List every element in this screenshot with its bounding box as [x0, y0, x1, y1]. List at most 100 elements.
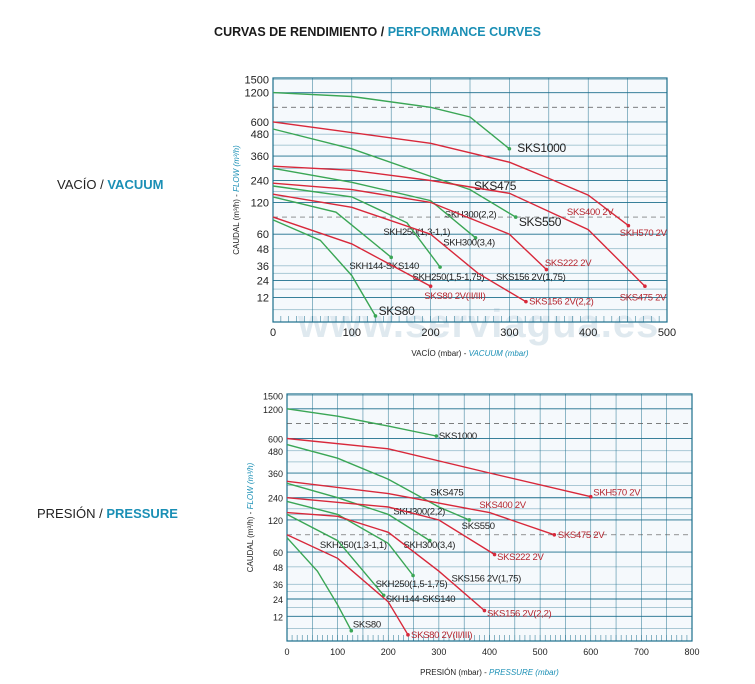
- curve-label: SKS550: [519, 215, 562, 229]
- x-axis-label-en: VACUUM (mbar): [469, 349, 529, 358]
- curve-label: SKH144-SKS140: [386, 594, 456, 605]
- curve-endpoint: [427, 538, 432, 543]
- y-tick-label: 240: [268, 494, 283, 504]
- x-tick-label: 400: [482, 647, 497, 657]
- y-axis-label-en: FLOW (m³/h): [232, 145, 241, 192]
- curve-endpoint: [411, 573, 415, 578]
- curve-label: SKS80: [379, 304, 415, 318]
- curve-sks80-2v-ii-iii-: [272, 216, 431, 287]
- y-tick-label: 36: [273, 580, 283, 590]
- curve-label: SKS156 2V(1,75): [452, 573, 522, 584]
- y-tick-label: 120: [251, 197, 269, 209]
- curve-sks222-2v: [286, 497, 495, 556]
- curve-skh250-1-5-1-75-: [286, 500, 414, 576]
- y-tick-label: 480: [268, 447, 283, 457]
- curve-label: SKH570 2V: [620, 228, 668, 239]
- label-es: PRESIÓN: [37, 506, 96, 521]
- curve-endpoint: [588, 494, 593, 499]
- curve-endpoint: [507, 146, 512, 151]
- x-tick-label: 100: [343, 327, 361, 339]
- label-es: VACÍO: [57, 177, 97, 192]
- curve-label: SKH300(3,4): [403, 540, 455, 551]
- curve-skh570-2v: [272, 121, 629, 227]
- y-tick-label: 1200: [263, 405, 283, 415]
- x-axis-label-en: PRESSURE (mbar): [489, 668, 559, 677]
- curve-sks156-2v-2-2-: [272, 193, 527, 303]
- curve-endpoint: [513, 215, 518, 219]
- curve-endpoint: [373, 314, 378, 318]
- curve-label: SKS550: [462, 521, 495, 532]
- page-title: CURVAS DE RENDIMIENTO / PERFORMANCE CURV…: [0, 25, 755, 39]
- title-es: CURVAS DE RENDIMIENTO: [214, 25, 378, 39]
- curve-label: SKS1000: [517, 141, 566, 155]
- x-tick-label: 500: [533, 647, 548, 657]
- curve-sks1000: [272, 91, 510, 150]
- curve-endpoint: [389, 255, 394, 260]
- curve-sks475: [286, 443, 470, 521]
- y-tick-label: 36: [257, 261, 269, 273]
- x-tick-label: 200: [381, 647, 396, 657]
- curve-endpoint: [492, 552, 497, 557]
- curve-skh300-3-4-: [286, 482, 431, 542]
- x-tick-label: 600: [583, 647, 598, 657]
- curve-endpoint: [381, 593, 386, 598]
- curve-label: SKH250(1,3-1,1): [320, 540, 387, 551]
- x-tick-label: 0: [284, 647, 289, 657]
- curve-endpoint: [482, 608, 487, 613]
- y-tick-label: 24: [273, 595, 283, 605]
- chart-1: 0 100 200 300 400 500 600 700 800 1500 1200 600 480 3…: [246, 392, 700, 677]
- x-axis-label: VACÍO (mbar) - VACUUM (mbar): [411, 349, 529, 358]
- curve-endpoint: [524, 299, 528, 304]
- curve-sks475-2v: [286, 480, 555, 536]
- curve-label: SKH250(1,3-1,1): [383, 227, 450, 238]
- curve-label: SKS80: [353, 620, 381, 631]
- x-tick-label: 100: [330, 647, 345, 657]
- curve-label: SKS475 2V: [620, 293, 667, 304]
- y-tick-label: 60: [257, 229, 269, 241]
- x-tick-label: 500: [658, 327, 676, 339]
- curve-label: SKS80 2V(II/III): [424, 291, 485, 302]
- y-tick-label: 48: [257, 244, 269, 256]
- label-sep: /: [95, 506, 107, 521]
- title-en: PERFORMANCE CURVES: [387, 25, 541, 39]
- curve-sks475: [272, 128, 517, 218]
- curve-label: SKS400 2V: [567, 207, 614, 218]
- y-tick-label: 360: [268, 469, 283, 479]
- curve-sks80: [286, 537, 352, 632]
- curve-skh250-1-5-1-75-: [272, 185, 441, 268]
- curve-endpoint: [349, 628, 354, 633]
- curve-label: SKS156 2V(1,75): [496, 272, 566, 283]
- y-tick-label: 12: [257, 293, 269, 305]
- curve-label: SKH144-SKS140: [349, 261, 419, 272]
- label-en: VACUUM: [107, 177, 164, 192]
- vacuum-section-label: VACÍO / VACUUM: [57, 177, 163, 192]
- curve-label: SKH250(1,5-1,75): [376, 579, 448, 590]
- curve-endpoint: [473, 236, 478, 240]
- curve-endpoint: [544, 267, 549, 272]
- y-tick-label: 600: [251, 117, 269, 129]
- x-tick-label: 300: [500, 327, 518, 339]
- curve-label: SKH570 2V: [593, 488, 641, 499]
- y-tick-label: 480: [251, 129, 269, 141]
- curve-label: SKS475: [430, 488, 463, 499]
- curve-endpoint: [434, 434, 439, 438]
- x-axis-label: PRESIÓN (mbar) - PRESSURE (mbar): [420, 668, 559, 677]
- y-tick-label: 60: [273, 548, 283, 558]
- curve-sks156-2v-2-2-: [286, 511, 485, 612]
- curve-label: SKH300(3,4): [443, 238, 495, 249]
- y-tick-label: 1200: [245, 88, 269, 100]
- x-tick-label: 200: [421, 327, 439, 339]
- curve-sks1000: [286, 408, 437, 437]
- y-axis-label: CAUDAL (m³/h) - FLOW (m³/h): [246, 462, 255, 572]
- label-en: PRESSURE: [106, 506, 178, 521]
- curve-label: SKS400 2V: [479, 500, 526, 511]
- curve-label: SKH300(2,2): [393, 507, 445, 518]
- curve-label: SKS156 2V(2,2): [487, 608, 552, 619]
- curve-endpoint: [552, 532, 557, 537]
- curve-sks80-2v-ii-iii-: [286, 534, 409, 636]
- pressure-section-label: PRESIÓN / PRESSURE: [37, 506, 178, 521]
- x-tick-label: 400: [579, 327, 597, 339]
- y-tick-label: 24: [257, 276, 269, 288]
